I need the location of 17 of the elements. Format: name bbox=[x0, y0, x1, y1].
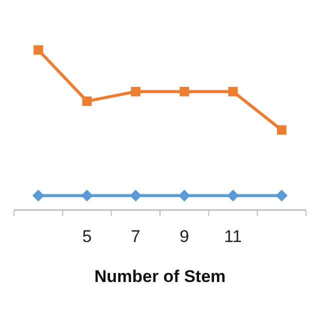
point bbox=[34, 45, 44, 55]
x-tick-label: 11 bbox=[224, 227, 242, 246]
point bbox=[228, 86, 238, 96]
point bbox=[130, 190, 142, 202]
point bbox=[276, 190, 288, 202]
point bbox=[81, 190, 93, 202]
x-axis-title: Number of Stem bbox=[94, 267, 226, 286]
x-tick-label: 7 bbox=[130, 227, 140, 246]
x-tick-label: 5 bbox=[82, 227, 92, 246]
point bbox=[32, 190, 44, 202]
point bbox=[227, 190, 239, 202]
point bbox=[180, 86, 190, 96]
x-tick-label: 9 bbox=[180, 227, 190, 246]
point bbox=[130, 86, 140, 96]
point bbox=[82, 96, 92, 106]
point bbox=[178, 190, 190, 202]
point bbox=[276, 125, 286, 135]
